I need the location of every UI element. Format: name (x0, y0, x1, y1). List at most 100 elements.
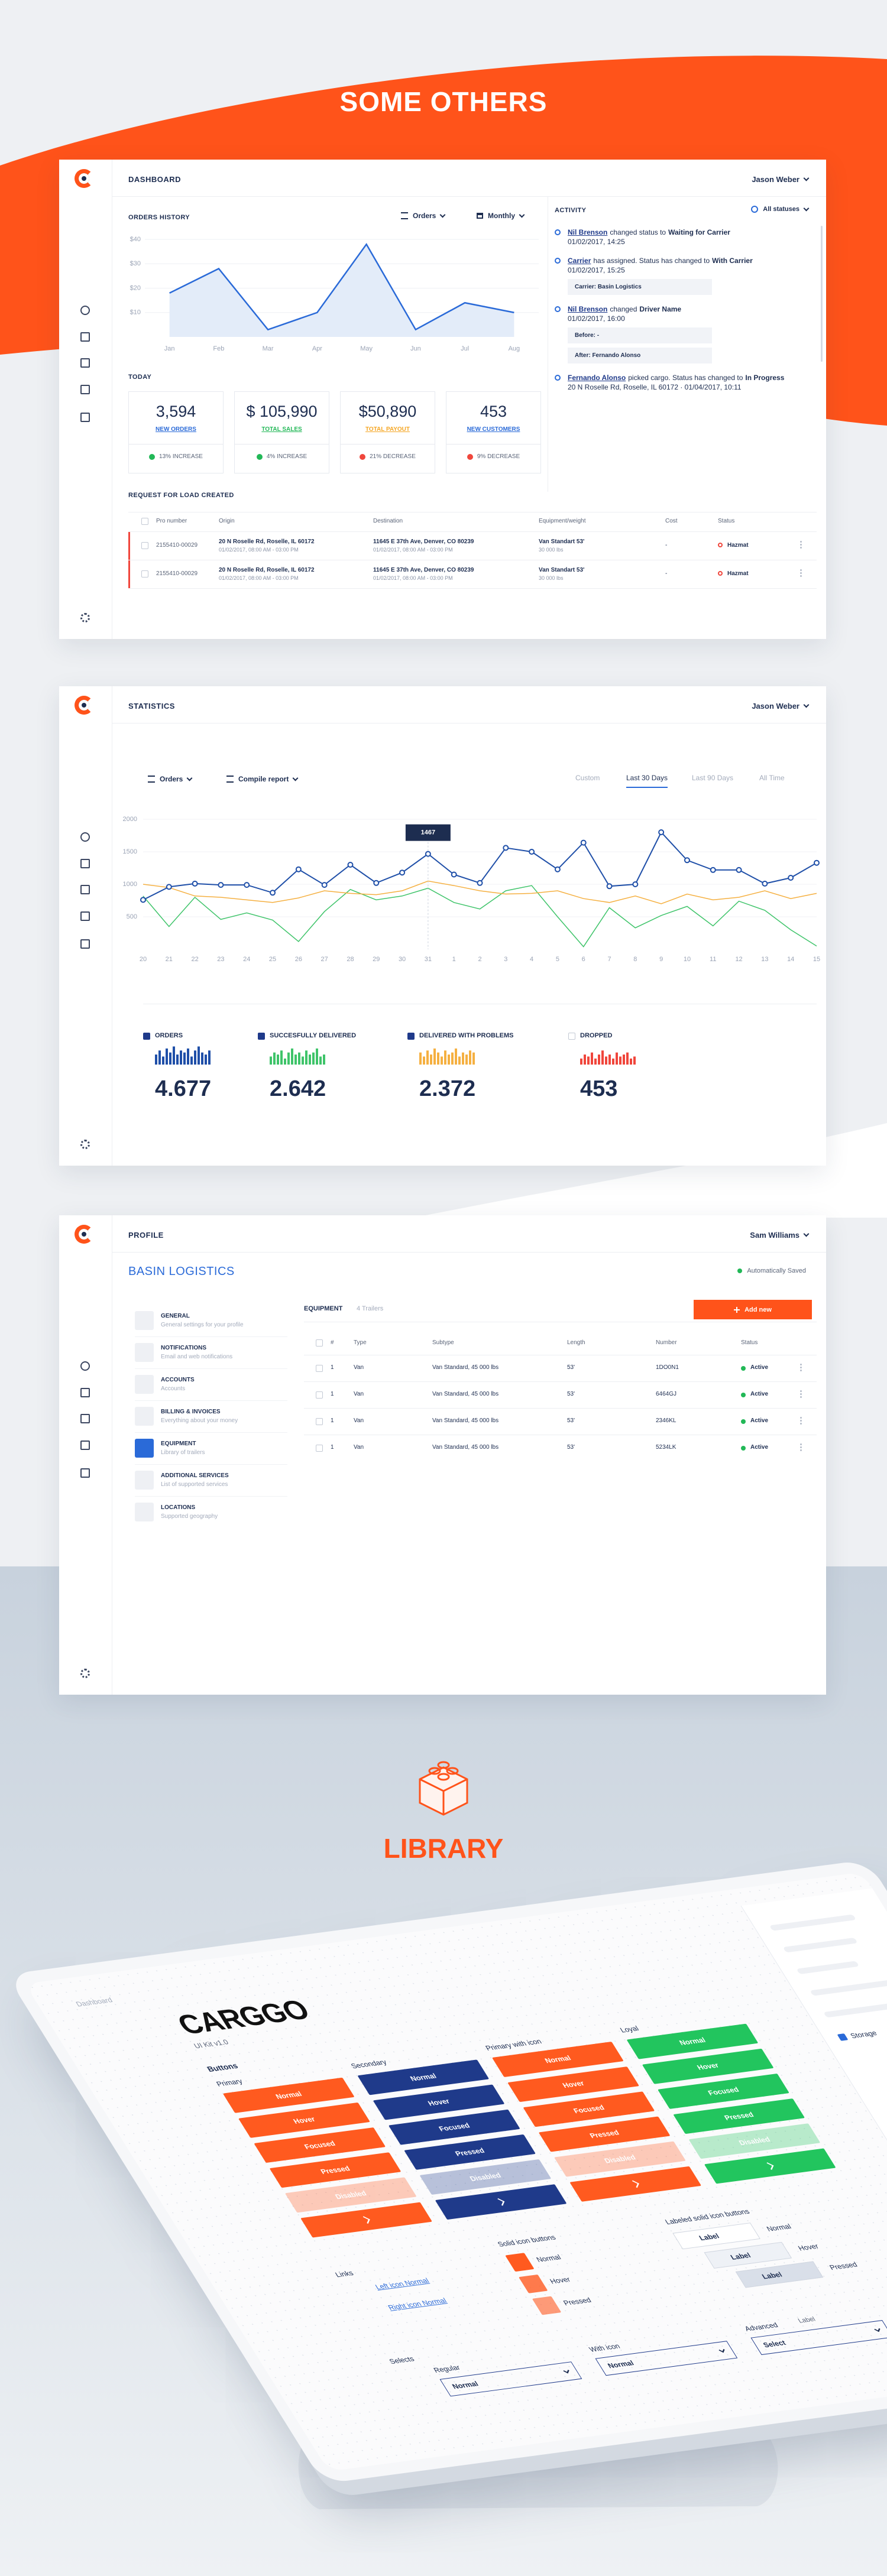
placeholder (769, 1914, 857, 1931)
status-dot (741, 1393, 746, 1397)
point (295, 866, 302, 872)
cell: 53' (567, 1444, 575, 1451)
trend-icon (467, 453, 473, 460)
x-tick-label: 30 (399, 956, 406, 963)
legend-name: SUCCESFULLY DELIVERED (270, 1032, 357, 1039)
mini-bar (437, 1052, 439, 1065)
solid-icon-button (532, 2296, 562, 2315)
section-title: PROFILE (128, 1231, 164, 1240)
mini-bar (584, 1055, 586, 1065)
kpi-card: $ 105,990 TOTAL SALES 4% INCREASE (234, 391, 329, 473)
trend-icon (149, 453, 156, 460)
dropdown-icon (477, 213, 483, 219)
activity-bullet (555, 375, 561, 381)
destination: 11645 E 37th Ave, Denver, CO 80239 (373, 567, 474, 573)
mini-bar (180, 1050, 182, 1065)
mini-bar (294, 1055, 297, 1065)
nav-icon (80, 911, 90, 921)
checkbox (143, 1033, 150, 1040)
section-title: STATISTICS (128, 702, 175, 710)
row-border (304, 1408, 817, 1409)
mini-bar (587, 1056, 590, 1065)
series-line (143, 885, 817, 948)
mini-bar (208, 1050, 211, 1065)
cell: Van (354, 1444, 364, 1451)
menu-desc: Library of trailers (161, 1449, 205, 1456)
nav-icon (80, 332, 90, 342)
mini-bars (270, 1048, 325, 1065)
column-header: Destination (373, 518, 403, 524)
legend-name: ORDERS (155, 1032, 183, 1039)
total: 4.677 (155, 1076, 212, 1101)
cell: 2346KL (656, 1417, 676, 1424)
x-tick-label: 4 (530, 956, 533, 963)
mini-bar (280, 1050, 283, 1065)
mini-bar (302, 1056, 304, 1065)
chevron (803, 1231, 810, 1237)
trend-icon (360, 453, 366, 460)
x-tick-label: Jun (410, 345, 421, 352)
add-button[interactable]: Add new (694, 1300, 812, 1319)
point (788, 875, 794, 881)
select[interactable]: Normal (439, 2361, 582, 2397)
chevron (874, 2327, 880, 2332)
panel-title: REQUEST FOR LOAD CREATED (128, 492, 234, 499)
cell: Van (354, 1364, 364, 1371)
x-tick-label: 25 (269, 956, 276, 963)
solid-icon-button (518, 2274, 548, 2293)
section-title: Buttons (205, 2061, 240, 2074)
activity-bullet (555, 306, 561, 312)
mini-bar (472, 1052, 475, 1065)
menu-icon (135, 1471, 154, 1490)
mini-bar (205, 1055, 207, 1065)
cell: Van (354, 1391, 364, 1397)
checkbox (316, 1365, 323, 1372)
select-label: Label (797, 2315, 817, 2325)
x-tick-label: May (360, 345, 373, 352)
mini-bar (316, 1048, 318, 1065)
tab-count: 4 Trailers (357, 1305, 384, 1312)
column-header: Subtype (432, 1339, 454, 1346)
mini-bar (201, 1052, 203, 1065)
state-label: Hover (548, 2275, 572, 2286)
activity-time: 01/02/2017, 14:25 (568, 238, 625, 246)
y-tick-label: $40 (130, 236, 141, 243)
cost: - (665, 542, 668, 549)
mini-bar (173, 1046, 175, 1065)
mini-bar (458, 1056, 461, 1065)
mini-bars (155, 1046, 211, 1065)
dot (800, 547, 802, 549)
activity-part: changed (610, 305, 637, 313)
total: 2.372 (419, 1076, 476, 1101)
mini-bar (594, 1058, 597, 1065)
activity-filter: All statuses (751, 205, 810, 213)
row-accent (128, 532, 130, 560)
mini-bar (426, 1050, 429, 1065)
labeled-button: Label (672, 2223, 760, 2250)
series-line (143, 831, 817, 901)
settings-icon (80, 1669, 90, 1678)
menu-icon (135, 1439, 154, 1458)
tooltip-text: 1467 (421, 829, 435, 836)
total: 453 (580, 1076, 618, 1101)
save-text: Automatically Saved (747, 1267, 806, 1274)
activity-note: Carrier: Basin Logistics (568, 279, 712, 295)
panel-icon (837, 2033, 849, 2041)
section-title: DASHBOARD (128, 175, 181, 184)
menu-icon (135, 1375, 154, 1394)
mini-bar (323, 1055, 325, 1065)
group-title: Primary (215, 2077, 244, 2088)
menu-icon (135, 1311, 154, 1330)
mini-bar (448, 1055, 450, 1065)
mini-bar (451, 1052, 454, 1065)
checkbox (258, 1033, 265, 1040)
labeled-button: Label (735, 2261, 824, 2288)
dropdown-label: Monthly (488, 212, 515, 220)
x-tick-label: 5 (556, 956, 559, 963)
cell: 1 (331, 1444, 334, 1451)
menu-divider (135, 1464, 287, 1465)
status: Hazmat (727, 542, 749, 549)
profile-card: PROFILE Sam Williams BASIN LOGISTICS Automa… (59, 1215, 826, 1695)
panel-title: TODAY (128, 374, 152, 381)
